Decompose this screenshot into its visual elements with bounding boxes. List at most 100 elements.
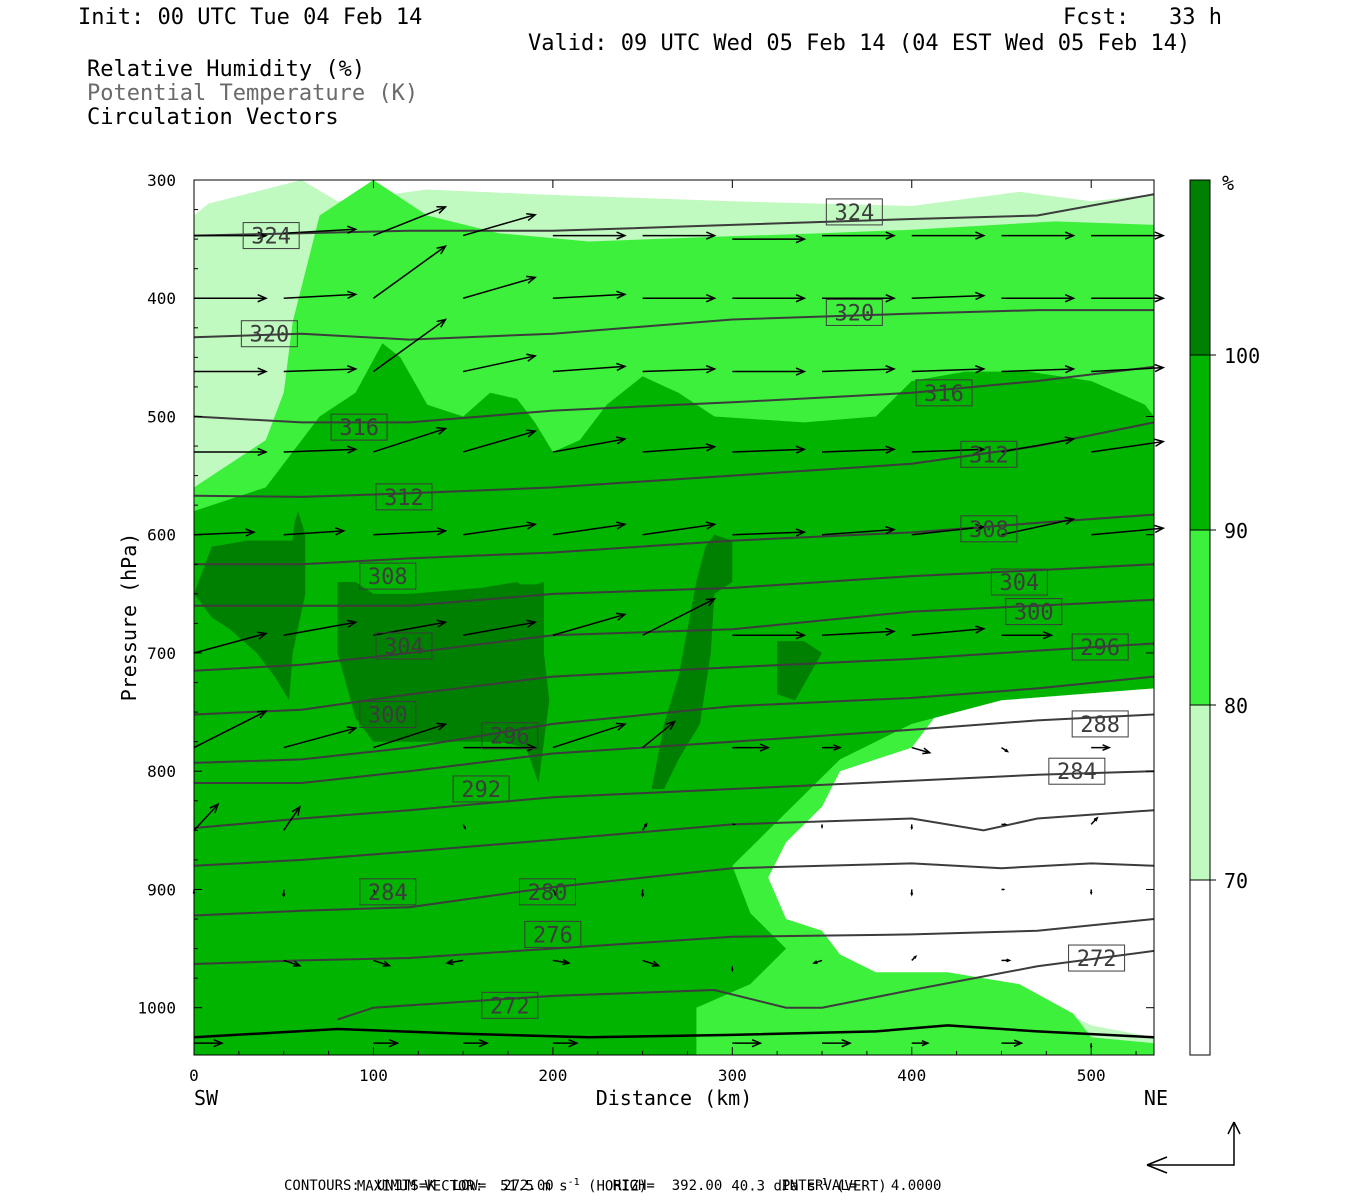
y-tick-label: 300 [147,171,176,190]
circulation-vector [642,959,661,967]
vector-head [616,362,627,372]
circulation-vector [822,231,896,240]
vector-shaft [283,293,356,299]
circulation-vector [194,231,268,240]
vector-head [526,619,538,628]
circulation-vector [193,802,220,831]
circulation-vector [910,824,914,831]
vector-head [282,893,286,898]
vector-head [705,597,717,607]
vector-head [1064,516,1076,525]
vector-shaft [821,528,895,536]
theta-label-box [359,700,417,728]
theta-label-304: 304 [990,568,1048,596]
circulation-vector [552,612,627,636]
vector-head [975,365,986,374]
vector-head [910,892,914,897]
colorbar-level-label: 80 [1224,694,1248,718]
colorbar-segment [1189,179,1211,356]
vector-head [1093,816,1099,822]
vector-shaft [462,276,536,299]
vector-shaft [283,959,300,967]
theta-label-272: 272 [481,991,539,1019]
vector-shaft [283,448,356,453]
circulation-vector [283,619,358,636]
vector-shaft [373,206,446,237]
circulation-vector [463,353,538,373]
theta-label-316: 316 [915,379,973,407]
circulation-vector [822,445,896,454]
vector-head [974,523,986,532]
circulation-vector [911,955,918,961]
colorbar-level-label: 70 [1224,869,1248,893]
x-tick-label: 100 [359,1066,388,1085]
circulation-vector [642,443,717,453]
vector-shaft [642,523,715,536]
circulation-vector [1089,889,1093,896]
circulation-vector [1001,231,1076,240]
circulation-vector [642,597,717,636]
circulation-vector [731,966,734,973]
circulation-vector [822,1038,852,1048]
circulation-vector [194,1038,224,1048]
vector-shaft [1001,518,1074,536]
x-left-label: SW [194,1086,219,1110]
theta-label-text: 324 [251,225,291,250]
circulation-vector [812,959,823,965]
colorbar-level-label: 100 [1224,344,1260,368]
vector-shaft [911,746,930,754]
circulation-vector [373,206,448,237]
circulation-vector [445,958,464,966]
x-tick-label: 200 [538,1066,567,1085]
x-tick-label: 400 [897,1066,926,1085]
vector-head [795,367,807,376]
x-tick-label: 0 [189,1066,199,1085]
vector-head [346,290,358,299]
x-tick-label: 500 [1077,1066,1106,1085]
vector-head [640,893,645,898]
vector-head [795,234,807,244]
max-vector-vert: (HORIZ) 40.3 dPa s [579,1178,816,1195]
vector-shaft [822,448,895,453]
vector-shaft [1091,440,1164,453]
vector-shaft [373,959,390,967]
theta-label-box [1048,757,1106,785]
theta-label-box [960,515,1018,543]
y-tick-label: 500 [147,407,176,426]
vector-shaft [373,427,446,453]
reference-vector [1146,1121,1241,1174]
theta-label-320: 320 [240,320,298,348]
theta-label-box [375,483,433,511]
circulation-vector [1001,294,1076,303]
theta-label-text: 300 [368,703,408,728]
vector-shaft [463,523,536,536]
theta-label-box [375,632,433,660]
vector-head [436,245,448,255]
theta-label-316: 316 [330,413,388,441]
theta-label-308: 308 [960,515,1018,543]
circulation-vector [911,291,986,301]
legend-theta: Potential Temperature (K) [87,81,419,106]
theta-label-box [1071,633,1129,661]
circulation-vector [373,1038,400,1048]
circulation-vector [552,436,627,453]
circulation-vector [642,521,717,536]
vector-shaft [1091,366,1164,373]
theta-label-box [1071,710,1129,738]
theta-label-280: 280 [518,878,576,906]
circulation-vector [283,225,358,234]
theta-label-text: 284 [1057,760,1097,785]
circulation-vector [1091,744,1112,752]
circulation-vector [732,743,771,752]
vector-head [347,445,358,454]
vector-head [705,365,717,374]
vector-head [913,955,918,959]
vector-head [651,960,661,967]
circulation-vector [732,445,807,454]
circulation-vector [911,231,986,240]
vector-head [526,743,538,752]
theta-label-324: 324 [242,222,300,250]
vector-head [209,802,220,814]
theta-label-296: 296 [481,722,539,750]
theta-contour-272 [194,918,1154,965]
